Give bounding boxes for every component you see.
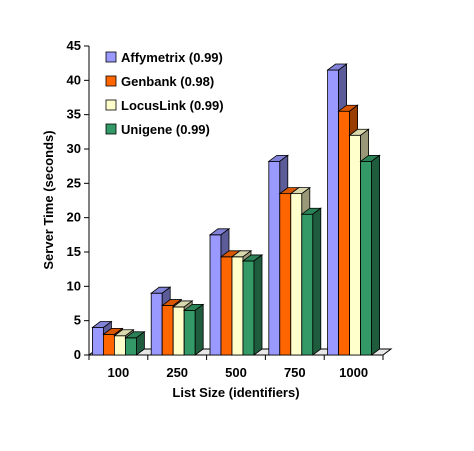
bar-group-1000 [326,63,381,356]
bar-front [349,134,362,356]
bar-front [125,337,137,356]
legend-item-affymetrix: Affymetrix (0.99) [105,50,223,65]
bar-front [290,193,303,356]
legend-label: LocusLink (0.99) [121,98,224,113]
legend-swatch [105,75,117,87]
bar-side [194,303,204,356]
y-tick-label: 45 [67,38,81,53]
bar-unigene-750 [300,207,322,356]
bar-group-500 [208,228,264,356]
bar-front [327,69,340,356]
bar-front [360,160,373,356]
bar-unigene-1000 [359,154,381,356]
x-category-labels: 100 250 500 750 1000 [108,365,369,380]
x-tick-label: 250 [166,365,188,380]
bar-front [183,309,196,356]
legend-swatch [105,99,117,111]
y-axis-label: Server Time (seconds) [41,130,56,269]
y-tick-label: 20 [67,210,81,225]
bar-front [231,256,244,356]
bar-front [242,260,255,356]
bar-unigene-250 [182,303,205,356]
bar-unigene-100 [124,331,146,356]
bars [91,63,381,356]
bar-front [209,234,222,356]
y-tick-label: 0 [74,347,81,362]
y-tick-label: 10 [67,278,81,293]
y-tick-label: 25 [67,175,81,190]
bar-front [172,306,185,356]
bar-unigene-500 [241,254,264,356]
bar-group-100 [91,320,146,356]
bar-side [135,331,145,356]
legend-item-genbank: Genbank (0.98) [105,74,214,89]
legend-label: Unigene (0.99) [121,122,210,137]
bar-front [268,160,281,356]
bar-front [279,193,292,356]
bar-front [161,305,174,356]
bar-side [371,154,381,356]
y-tick-label: 5 [74,313,81,328]
bar-group-250 [149,286,205,356]
x-tick-label: 500 [225,365,247,380]
y-tick-label: 35 [67,107,81,122]
y-tick-label: 30 [67,141,81,156]
legend-label: Genbank (0.98) [121,74,214,89]
bar-front [220,256,233,356]
bar-side [312,207,322,356]
x-tick-label: 750 [284,365,306,380]
bar-front [150,292,163,356]
bar-front [301,213,314,356]
legend: Affymetrix (0.99) Genbank (0.98) LocusLink… [105,50,224,137]
legend-label: Affymetrix (0.99) [121,50,223,65]
y-tick-label: 40 [67,72,81,87]
legend-item-locuslink: LocusLink (0.99) [105,98,224,113]
bar-side [253,254,263,356]
bar-front [92,327,104,356]
bar-front [103,333,115,356]
legend-swatch [105,51,117,63]
x-tick-label: 100 [108,365,130,380]
bar-group-750 [267,154,322,356]
bar-front [338,110,351,356]
bar-front [114,335,126,356]
legend-item-unigene: Unigene (0.99) [105,122,210,137]
y-tick-labels: 0 5 10 15 20 25 30 35 40 45 [67,38,81,362]
x-axis-label: List Size (identifiers) [172,385,299,400]
legend-swatch [105,123,117,135]
x-tick-label: 1000 [339,365,368,380]
y-tick-label: 15 [67,244,81,259]
